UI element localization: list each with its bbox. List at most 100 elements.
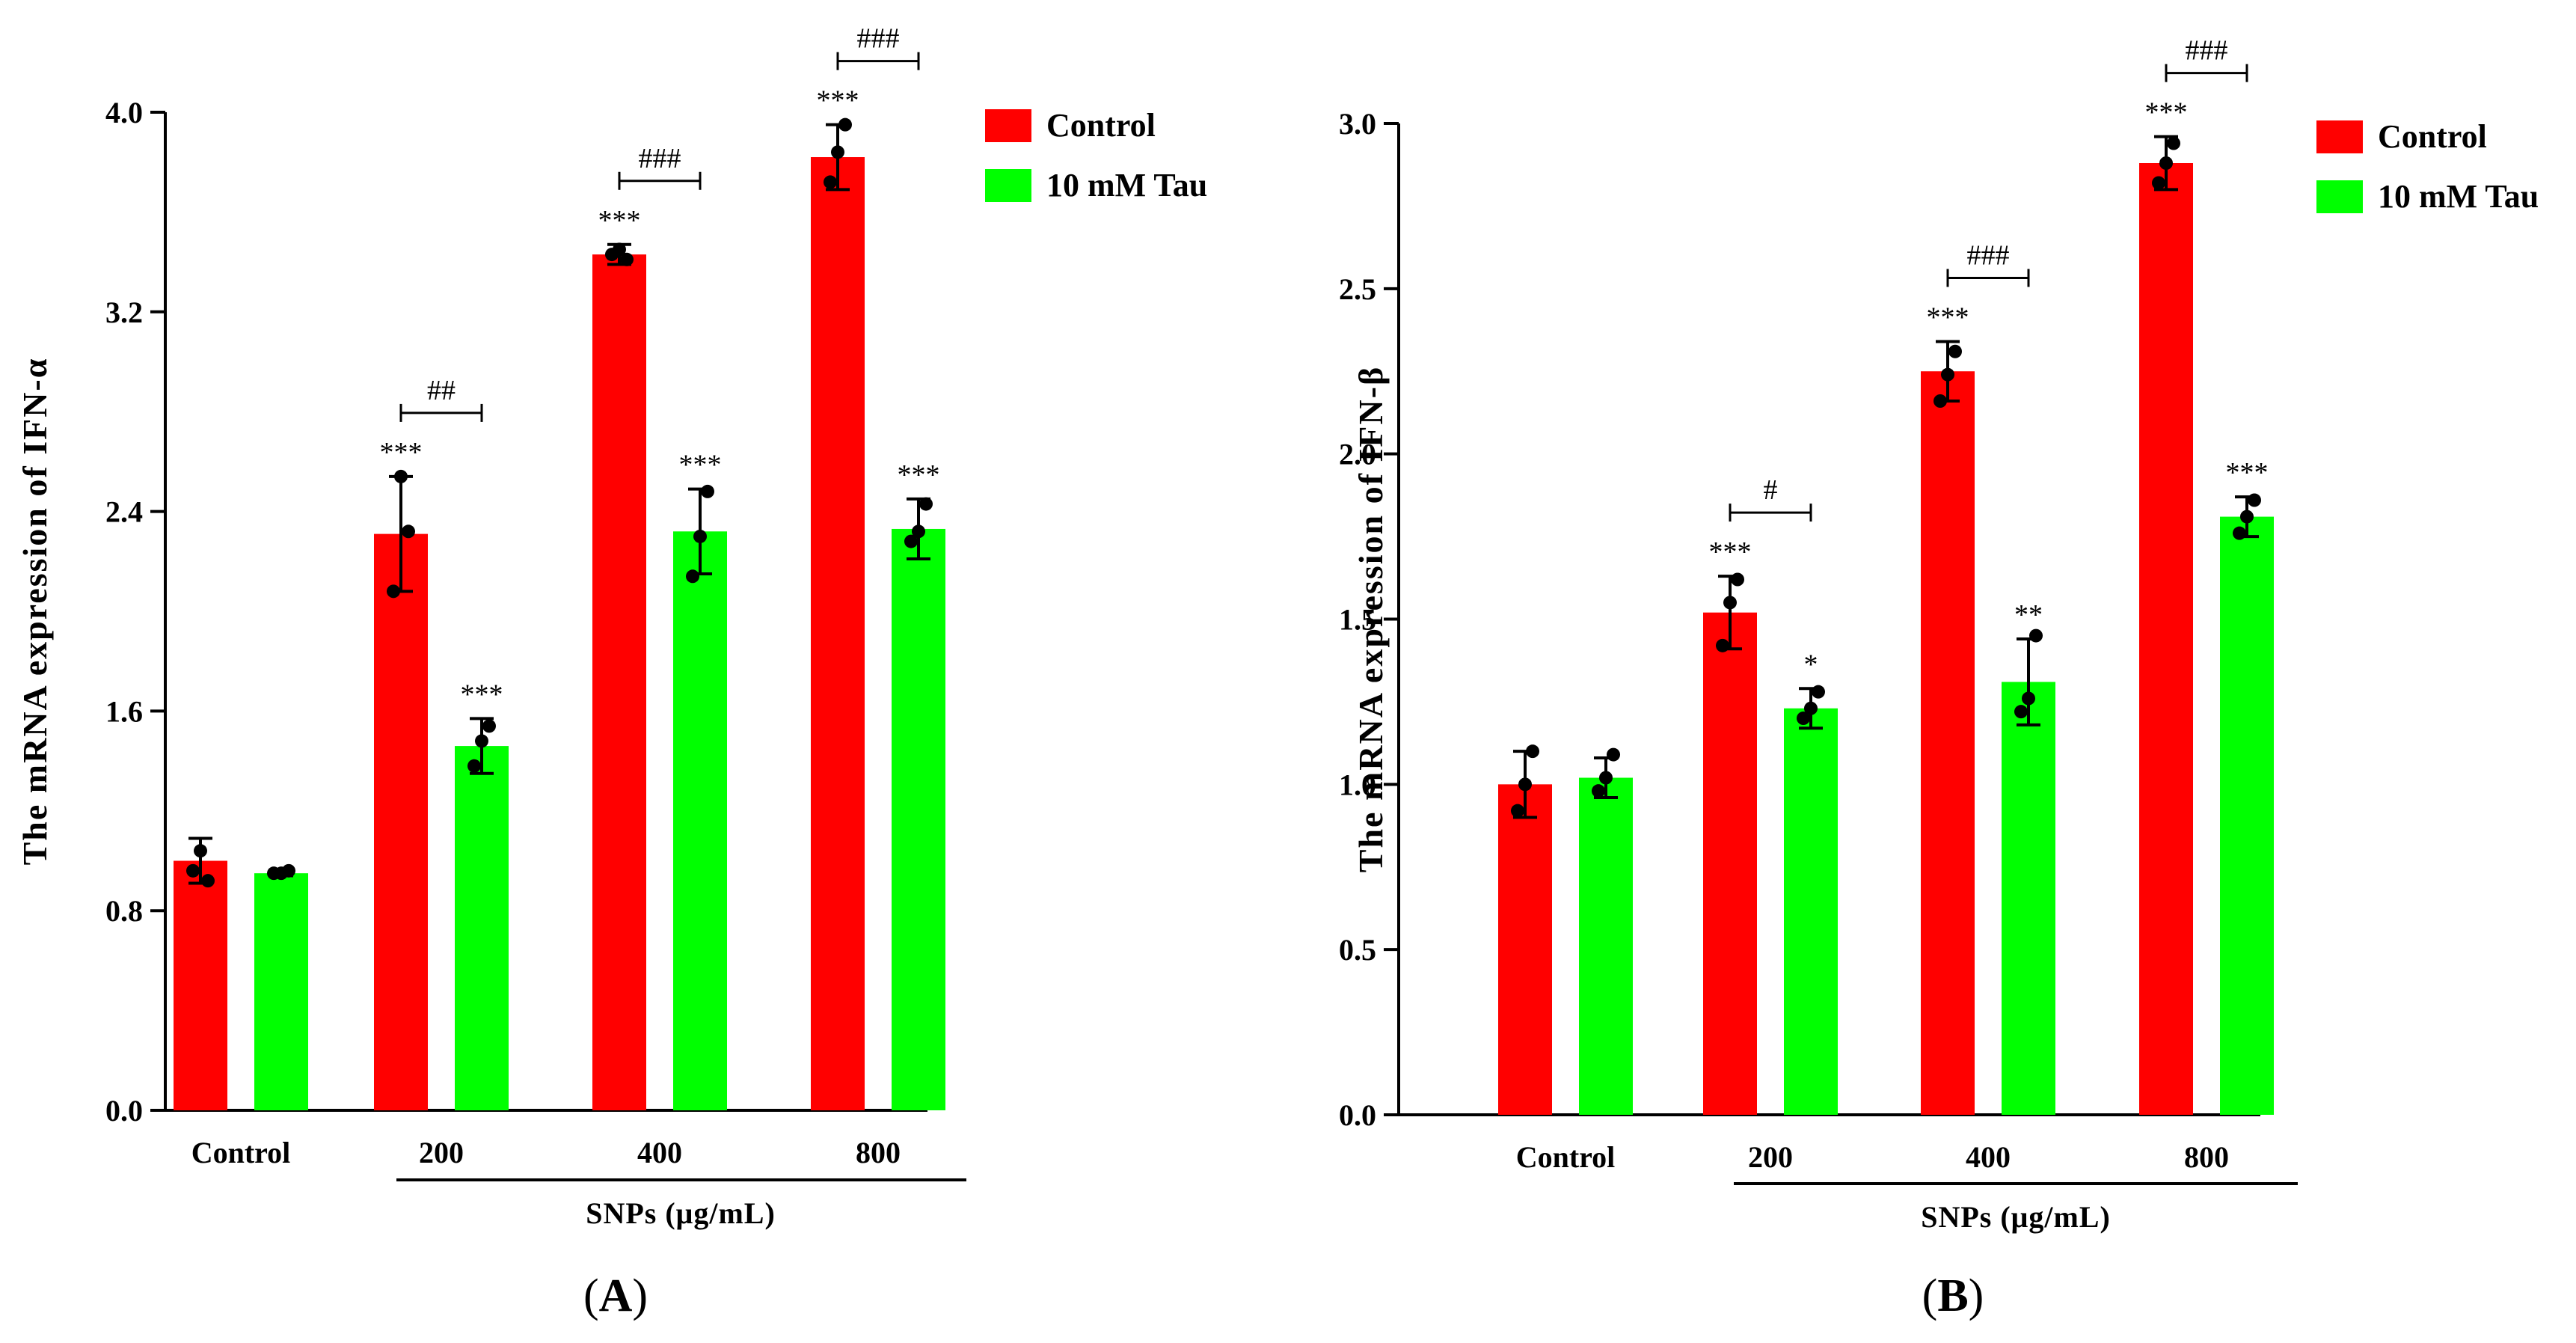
y-axis-title: The mRNA expression of IFN-α xyxy=(16,358,54,866)
data-point xyxy=(1933,394,1947,408)
data-point xyxy=(1511,804,1524,818)
data-point xyxy=(2233,526,2246,540)
bracket-label: ### xyxy=(857,23,900,55)
significance-label: *** xyxy=(2226,457,2269,489)
x-tick-label: 200 xyxy=(1748,1140,1793,1174)
data-point xyxy=(2240,510,2254,524)
panel-letter: B xyxy=(1937,1270,1968,1321)
data-point xyxy=(912,524,925,539)
data-point xyxy=(1723,596,1737,610)
bar-control-400 xyxy=(592,254,646,1111)
y-tick-label: 0.8 xyxy=(105,894,143,928)
data-point xyxy=(2014,705,2028,719)
data-point xyxy=(613,242,626,257)
x-group-label: SNPs (μg/mL) xyxy=(586,1196,776,1230)
data-point xyxy=(186,863,200,878)
significance-label: *** xyxy=(461,679,503,710)
data-point xyxy=(1607,747,1620,762)
data-point xyxy=(2167,136,2180,150)
chart-B: 0.0 0.5 1.0 1.5 2.0 2.5 3.0 The mRNA expression… xyxy=(1339,35,2539,1321)
data-point xyxy=(402,524,415,539)
panel-paren-open: ( xyxy=(583,1270,599,1321)
legend-swatch-tau xyxy=(2316,180,2363,213)
x-tick-label: 200 xyxy=(419,1136,464,1169)
x-tick-label: Control xyxy=(191,1136,291,1169)
bar-control-Control xyxy=(174,860,227,1110)
legend-label: Control xyxy=(2378,118,2487,155)
y-tick-label: 1.0 xyxy=(1339,768,1376,801)
significance-label: *** xyxy=(598,205,641,236)
bracket-label: ### xyxy=(2186,35,2228,67)
bar-tau-200 xyxy=(1784,708,1838,1115)
data-point xyxy=(1526,744,1539,759)
significance-label: *** xyxy=(1927,302,1969,334)
legend-label: Control xyxy=(1046,107,1156,144)
y-tick-label: 0.0 xyxy=(1339,1098,1376,1132)
data-point xyxy=(824,175,837,189)
y-tick-label: 3.2 xyxy=(105,296,143,329)
bar-tau-200 xyxy=(455,746,509,1110)
x-tick-label: 800 xyxy=(856,1136,901,1169)
bar-tau-Control xyxy=(1579,777,1633,1115)
significance-label: *** xyxy=(679,450,722,481)
data-point xyxy=(394,469,408,483)
panel-label: (A) xyxy=(583,1270,648,1321)
panel-paren-close: ) xyxy=(632,1270,648,1321)
data-point xyxy=(482,719,496,733)
significance-label: * xyxy=(1804,649,1818,680)
y-tick-label: 4.0 xyxy=(105,96,143,129)
bar-tau-400 xyxy=(673,531,727,1110)
data-point xyxy=(1592,784,1605,798)
y-tick-label: 2.4 xyxy=(105,495,143,529)
bar-control-800 xyxy=(2139,163,2193,1115)
y-axis-title: The mRNA expression of IFN-β xyxy=(1352,366,1390,872)
data-point xyxy=(904,534,918,548)
data-point xyxy=(693,529,707,543)
data-point xyxy=(1599,771,1613,785)
significance-label: *** xyxy=(898,459,940,491)
data-point xyxy=(467,759,481,773)
bracket-label: # xyxy=(1764,474,1778,506)
data-point xyxy=(1941,367,1954,382)
panel-paren-close: ) xyxy=(1969,1270,1984,1321)
legend-label: 10 mM Tau xyxy=(1046,167,1207,204)
data-point xyxy=(1804,701,1818,715)
x-group-label: SNPs (μg/mL) xyxy=(1921,1200,2111,1234)
bar-control-400 xyxy=(1921,371,1975,1115)
y-tick-label: 1.5 xyxy=(1339,603,1376,637)
data-point xyxy=(201,874,215,888)
legend-swatch-control xyxy=(2316,120,2363,153)
legend-swatch-tau xyxy=(985,169,1031,202)
data-point xyxy=(282,863,295,878)
data-point xyxy=(2152,176,2165,190)
bar-control-Control xyxy=(1498,784,1552,1115)
data-point xyxy=(2248,493,2261,507)
significance-label: *** xyxy=(1709,536,1752,568)
data-point xyxy=(838,117,852,132)
bar-control-200 xyxy=(374,533,428,1110)
y-tick-label: 2.5 xyxy=(1339,272,1376,306)
bar-tau-800 xyxy=(2220,516,2274,1115)
y-tick-label: 2.0 xyxy=(1339,438,1376,471)
bar-tau-400 xyxy=(2002,682,2055,1115)
data-point xyxy=(1731,572,1744,587)
y-tick-label: 3.0 xyxy=(1339,107,1376,141)
data-point xyxy=(475,734,488,748)
bracket-label: ### xyxy=(1967,240,2010,272)
data-point xyxy=(686,569,699,584)
data-point xyxy=(620,252,634,266)
data-point xyxy=(2029,628,2043,643)
significance-label: ** xyxy=(2014,599,2043,631)
bar-control-200 xyxy=(1703,612,1757,1115)
significance-label: *** xyxy=(380,437,423,468)
y-tick-label: 0.0 xyxy=(105,1094,143,1128)
bar-tau-Control xyxy=(254,873,308,1110)
data-point xyxy=(1812,685,1825,699)
data-point xyxy=(194,844,207,858)
data-point xyxy=(1797,712,1810,725)
x-tick-label: Control xyxy=(1516,1140,1616,1174)
y-tick-label: 1.6 xyxy=(105,694,143,728)
data-point xyxy=(1518,777,1532,792)
